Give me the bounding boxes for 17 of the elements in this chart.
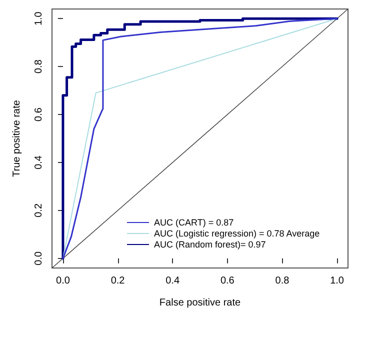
legend-label: AUC (CART) = 0.87 bbox=[154, 218, 234, 228]
x-tick-label: 0.4 bbox=[166, 276, 180, 286]
x-tick-label: 0.6 bbox=[220, 276, 235, 286]
x-axis-title: False positive rate bbox=[159, 298, 242, 308]
x-tick-label: 0.0 bbox=[56, 276, 70, 286]
legend-label: AUC (Random forest)= 0.97 bbox=[154, 240, 266, 250]
legend-label: AUC (Logistic regression) = 0.78 Average bbox=[154, 228, 320, 238]
y-tick-label: 0.2 bbox=[34, 203, 44, 218]
y-axis-title: True positive rate bbox=[12, 100, 22, 177]
y-tick-label: 0.0 bbox=[34, 251, 44, 266]
x-tick-label: 1.0 bbox=[330, 276, 344, 286]
x-tick-label: 0.2 bbox=[110, 276, 126, 286]
x-tick-label: 0.8 bbox=[275, 276, 290, 286]
y-tick-label: 0.6 bbox=[34, 107, 44, 122]
y-tick-label: 0.8 bbox=[34, 59, 44, 74]
y-tick-label: 0.4 bbox=[34, 155, 44, 170]
y-tick-label: 1.0 bbox=[34, 11, 44, 26]
